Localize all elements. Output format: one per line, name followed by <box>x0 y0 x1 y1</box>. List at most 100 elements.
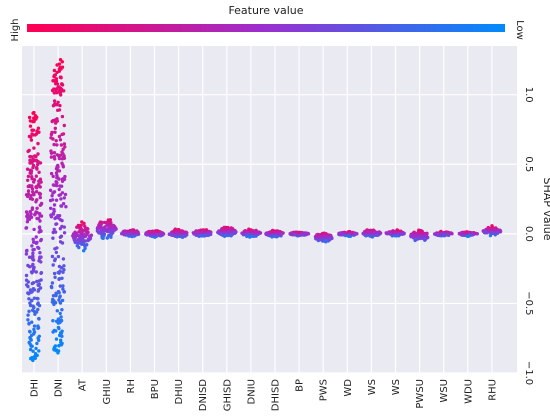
shap-point <box>436 232 440 237</box>
shap-point <box>53 275 57 279</box>
shap-point <box>56 317 61 322</box>
x-tick-label: RH <box>126 379 137 393</box>
shap-point <box>24 278 29 282</box>
shap-point <box>317 233 321 237</box>
shap-point <box>54 180 58 184</box>
shap-point <box>54 222 58 226</box>
shap-point <box>50 281 55 285</box>
shap-point <box>60 150 64 154</box>
shap-point <box>56 349 61 353</box>
shap-point <box>63 192 68 197</box>
x-tick-labels: DHI DNI AT GHIU RH BPU DHIU DNISD GHISD DNIU DHISD… <box>30 378 499 411</box>
x-tick-label: AT <box>78 378 89 391</box>
x-tick-label: DNISD <box>198 379 209 411</box>
data-points <box>24 58 503 363</box>
shap-point <box>57 187 61 192</box>
shap-point <box>52 227 56 232</box>
shap-point <box>59 93 63 97</box>
shap-point <box>52 74 56 79</box>
shap-point <box>58 217 62 222</box>
shap-point <box>185 233 189 237</box>
shap-point <box>34 270 38 274</box>
shap-point <box>304 232 309 236</box>
plot-area <box>22 46 517 373</box>
shap-point <box>222 226 227 231</box>
shap-point <box>52 347 56 351</box>
shap-point <box>57 85 61 89</box>
y-tick-label: 1.0 <box>523 87 534 103</box>
shap-point <box>52 99 57 103</box>
shap-point <box>56 154 61 158</box>
shap-point <box>51 330 55 334</box>
shap-point <box>30 308 35 312</box>
shap-point <box>417 228 421 232</box>
shap-point <box>58 295 62 299</box>
shap-point <box>49 171 54 176</box>
shap-point <box>29 270 34 274</box>
shap-point <box>26 291 30 295</box>
shap-point <box>26 217 30 221</box>
shap-point <box>55 63 59 67</box>
shap-point <box>58 284 62 288</box>
shap-point <box>56 254 61 259</box>
shap-point <box>123 231 127 235</box>
shap-point <box>51 297 55 302</box>
shap-point <box>60 276 64 280</box>
shap-point <box>31 262 35 267</box>
shap-point <box>39 202 44 206</box>
shap-point <box>59 76 63 80</box>
shap-point <box>30 132 34 136</box>
shap-point <box>55 103 59 107</box>
shap-point <box>183 230 187 234</box>
x-tick-label: GHISD <box>222 379 233 412</box>
shap-point <box>64 205 68 209</box>
shap-point <box>37 130 41 134</box>
shap-point <box>24 226 28 230</box>
shap-point <box>290 231 294 236</box>
shap-point <box>86 238 90 243</box>
shap-point <box>30 187 35 191</box>
shap-point <box>28 342 32 346</box>
shap-point <box>36 126 41 130</box>
shap-point <box>35 341 39 346</box>
shap-point <box>32 119 36 124</box>
shap-point <box>399 231 403 235</box>
shap-point <box>178 229 182 233</box>
shap-point <box>61 147 65 151</box>
shap-point <box>29 215 34 219</box>
shap-point <box>37 179 41 183</box>
shap-point <box>48 198 53 203</box>
shap-point <box>36 216 41 221</box>
shap-point <box>36 283 40 287</box>
shap-point <box>470 232 475 237</box>
shap-point <box>49 284 54 289</box>
shap-point <box>38 192 43 196</box>
shap-point <box>26 174 31 179</box>
shap-point <box>49 155 54 159</box>
shap-point <box>58 301 63 305</box>
shap-point <box>175 235 179 239</box>
shap-point <box>58 311 62 316</box>
shap-point <box>25 214 29 219</box>
shap-point <box>49 206 53 210</box>
shap-point <box>39 229 43 233</box>
shap-point <box>29 169 34 173</box>
shap-point <box>160 231 164 236</box>
shap-point <box>39 238 43 243</box>
shap-point <box>30 320 34 324</box>
shap-point <box>31 304 35 308</box>
shap-point <box>364 233 368 238</box>
shap-point <box>54 250 59 255</box>
shap-point <box>61 284 65 288</box>
shap-point <box>372 231 376 235</box>
shap-point <box>414 237 418 242</box>
shap-point <box>29 138 34 142</box>
shap-point <box>99 232 104 236</box>
shap-point <box>31 349 35 353</box>
shap-point <box>26 284 30 289</box>
shap-point <box>375 233 379 237</box>
shap-point <box>57 156 62 161</box>
shap-point <box>32 193 36 197</box>
shap-point <box>26 263 30 268</box>
